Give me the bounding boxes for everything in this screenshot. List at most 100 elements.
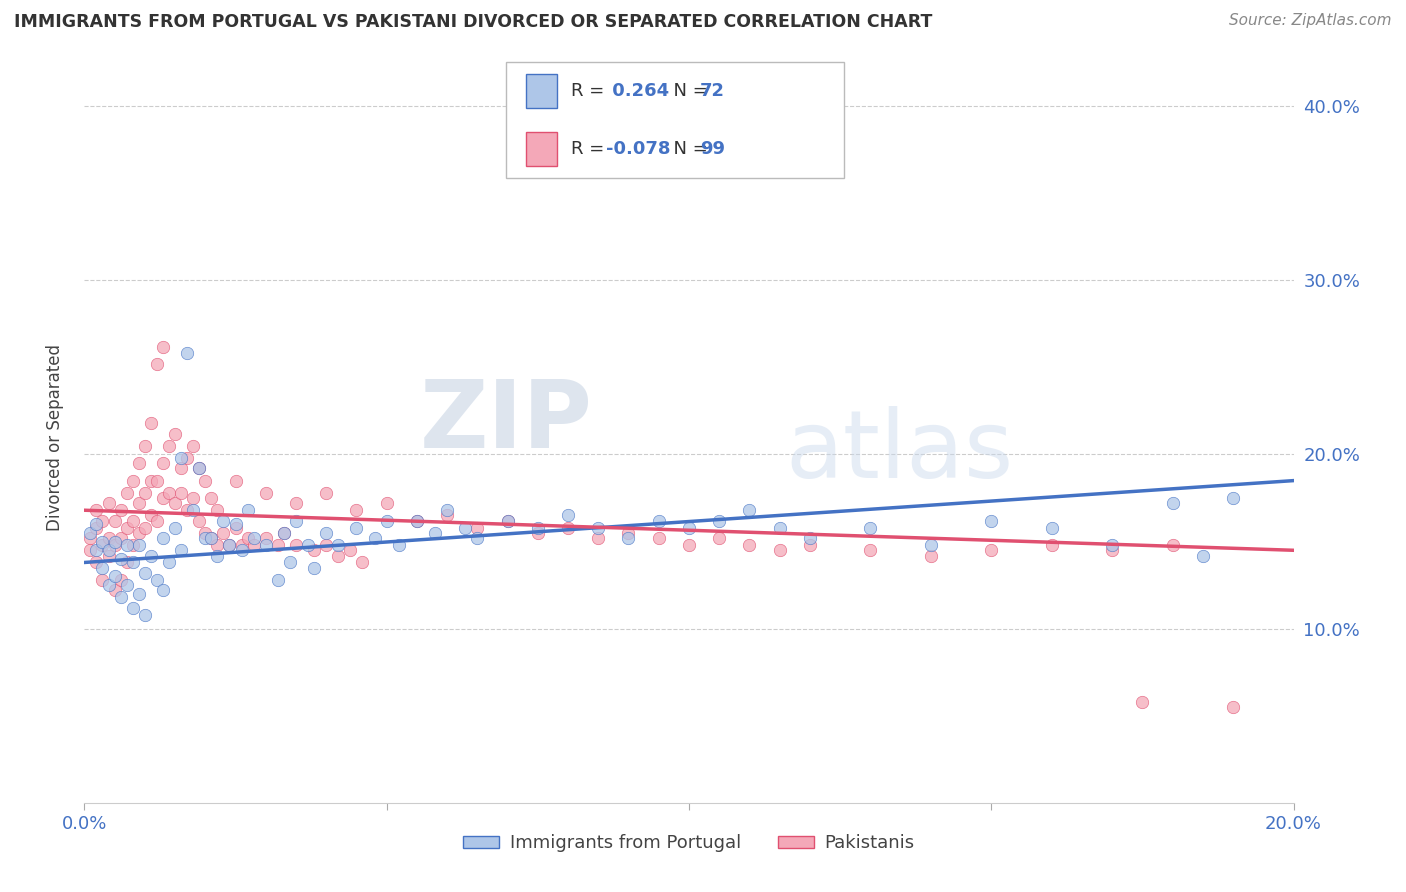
Point	[496, 514, 519, 528]
Point	[218, 538, 240, 552]
Point	[799, 538, 821, 552]
Point	[285, 514, 308, 528]
Point	[139, 474, 162, 488]
Point	[588, 531, 610, 545]
Point	[110, 552, 132, 566]
Point	[1192, 549, 1215, 563]
Point	[302, 560, 325, 574]
Point	[242, 538, 264, 552]
Point	[406, 514, 429, 528]
Point	[104, 538, 127, 552]
Point	[218, 538, 240, 552]
Point	[121, 600, 143, 615]
Point	[152, 339, 174, 353]
Point	[115, 521, 138, 535]
Point	[115, 538, 138, 552]
Text: IMMIGRANTS FROM PORTUGAL VS PAKISTANI DIVORCED OR SEPARATED CORRELATION CHART: IMMIGRANTS FROM PORTUGAL VS PAKISTANI DI…	[14, 13, 932, 31]
Point	[231, 538, 253, 552]
Point	[236, 531, 259, 545]
Text: 99: 99	[700, 140, 725, 159]
Point	[207, 549, 229, 563]
Point	[200, 531, 222, 545]
Point	[285, 538, 308, 552]
Point	[134, 439, 156, 453]
Point	[91, 573, 114, 587]
Point	[121, 514, 143, 528]
Point	[254, 538, 277, 552]
Point	[152, 456, 174, 470]
Point	[207, 538, 229, 552]
Point	[146, 474, 169, 488]
Point	[86, 556, 108, 570]
Point	[406, 514, 429, 528]
Text: Source: ZipAtlas.com: Source: ZipAtlas.com	[1229, 13, 1392, 29]
Point	[170, 543, 193, 558]
Point	[194, 525, 217, 540]
Point	[278, 556, 301, 570]
Point	[454, 521, 477, 535]
Point	[146, 357, 169, 371]
Point	[980, 514, 1002, 528]
Point	[128, 538, 150, 552]
Point	[115, 556, 138, 570]
Point	[86, 521, 108, 535]
Point	[152, 583, 174, 598]
Point	[423, 525, 446, 540]
Point	[110, 591, 132, 605]
Point	[139, 416, 162, 430]
Point	[557, 508, 579, 523]
Point	[496, 514, 519, 528]
Point	[285, 496, 308, 510]
Point	[91, 514, 114, 528]
Point	[315, 485, 337, 500]
Point	[346, 521, 368, 535]
Point	[363, 531, 385, 545]
Y-axis label: Divorced or Separated: Divorced or Separated	[45, 343, 63, 531]
Text: 72: 72	[700, 82, 725, 101]
Point	[352, 556, 374, 570]
Point	[648, 531, 671, 545]
Point	[188, 514, 211, 528]
Point	[859, 521, 882, 535]
Point	[1161, 538, 1184, 552]
Point	[467, 531, 489, 545]
Point	[315, 525, 337, 540]
Point	[128, 587, 150, 601]
Point	[738, 538, 761, 552]
Point	[617, 525, 640, 540]
Point	[557, 521, 579, 535]
Point	[315, 538, 337, 552]
Point	[859, 543, 882, 558]
Point	[617, 531, 640, 545]
Point	[738, 503, 761, 517]
Point	[254, 485, 277, 500]
Point	[588, 521, 610, 535]
Point	[104, 583, 127, 598]
Point	[121, 538, 143, 552]
Text: R =: R =	[571, 82, 610, 101]
Point	[1130, 695, 1153, 709]
Point	[181, 491, 204, 505]
Point	[104, 514, 127, 528]
Point	[648, 514, 671, 528]
Text: R =: R =	[571, 140, 610, 159]
Text: N =: N =	[662, 82, 714, 101]
Point	[86, 503, 108, 517]
Point	[236, 503, 259, 517]
Point	[146, 514, 169, 528]
Point	[176, 503, 198, 517]
Point	[297, 538, 319, 552]
Point	[128, 456, 150, 470]
Point	[254, 531, 277, 545]
Point	[1040, 538, 1063, 552]
Point	[176, 450, 198, 465]
Point	[267, 538, 290, 552]
Point	[121, 556, 143, 570]
Text: N =: N =	[662, 140, 714, 159]
Point	[110, 531, 132, 545]
Point	[436, 508, 458, 523]
Point	[128, 496, 150, 510]
Point	[181, 439, 204, 453]
Point	[1101, 538, 1123, 552]
Point	[134, 566, 156, 580]
